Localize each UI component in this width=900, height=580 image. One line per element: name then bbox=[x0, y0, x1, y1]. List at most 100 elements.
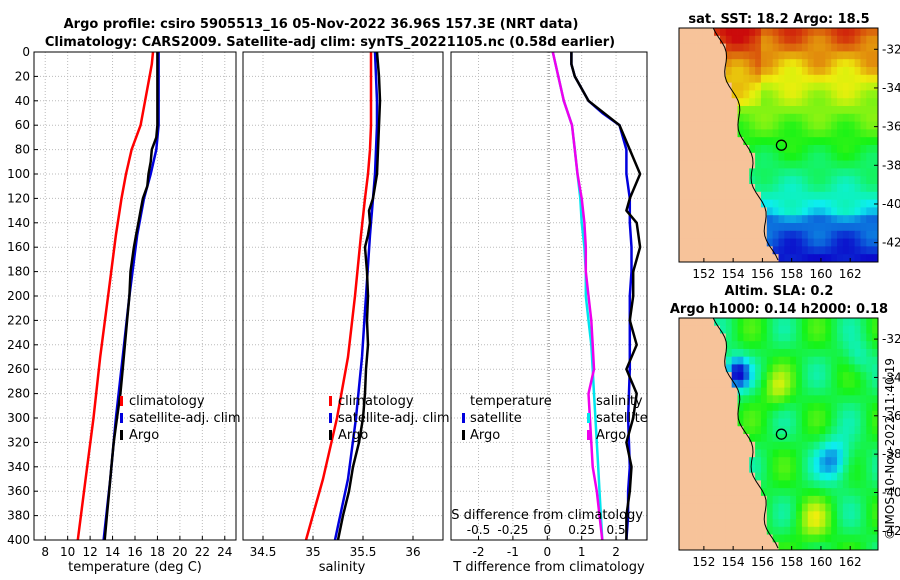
map-cell bbox=[866, 364, 873, 373]
map-cell bbox=[743, 207, 750, 216]
map-cell bbox=[813, 74, 820, 83]
map-cell bbox=[790, 372, 797, 381]
map-cell bbox=[737, 137, 744, 146]
map-cell bbox=[801, 137, 809, 146]
map-cell bbox=[679, 246, 686, 255]
map-cell bbox=[702, 51, 709, 60]
map-cell bbox=[796, 152, 803, 161]
s-tick-label: 0 bbox=[543, 523, 551, 537]
map-cell bbox=[702, 449, 709, 458]
map-cell bbox=[860, 519, 867, 528]
map-cell bbox=[719, 387, 727, 396]
map-cell bbox=[807, 113, 815, 122]
map-cell bbox=[743, 113, 750, 122]
map-cell bbox=[714, 74, 721, 83]
map-cell bbox=[807, 372, 815, 381]
x-tick-label: 34.5 bbox=[250, 545, 277, 559]
map-cell bbox=[784, 168, 791, 177]
map-cell bbox=[708, 74, 715, 83]
map-cell bbox=[807, 129, 815, 138]
map-cell bbox=[760, 341, 768, 350]
map-cell bbox=[737, 387, 744, 396]
map-cell bbox=[719, 519, 727, 528]
map-cell bbox=[766, 318, 774, 327]
map-cell bbox=[866, 333, 873, 342]
map-cell bbox=[872, 106, 879, 115]
map-cell bbox=[784, 503, 791, 512]
map-cell bbox=[755, 379, 762, 388]
map-cell bbox=[696, 379, 703, 388]
map-cell bbox=[772, 207, 779, 216]
map-cell bbox=[872, 449, 879, 458]
map-cell bbox=[796, 511, 803, 520]
map-cell bbox=[749, 379, 756, 388]
map-cell bbox=[854, 74, 861, 83]
map-cell bbox=[772, 254, 779, 263]
map-cell bbox=[772, 74, 779, 83]
map-cell bbox=[866, 254, 873, 263]
map-cell bbox=[702, 207, 709, 216]
map-cell bbox=[842, 35, 850, 44]
map-cell bbox=[796, 184, 803, 193]
map-cell bbox=[690, 129, 697, 138]
map-cell bbox=[684, 333, 692, 342]
map-cell bbox=[725, 449, 733, 458]
map-cell bbox=[801, 168, 809, 177]
map-cell bbox=[766, 457, 774, 466]
map-cell bbox=[854, 457, 861, 466]
map-cell bbox=[702, 176, 709, 185]
map-cell bbox=[772, 410, 779, 419]
map-cell bbox=[837, 348, 844, 358]
map-cell bbox=[755, 426, 762, 435]
map-cell bbox=[819, 230, 826, 239]
map-cell bbox=[737, 199, 744, 208]
map-cell bbox=[790, 254, 797, 263]
map-cell bbox=[842, 121, 850, 130]
map-cell bbox=[749, 74, 756, 83]
map-cell bbox=[784, 160, 791, 169]
map-cell bbox=[807, 59, 815, 68]
map-cell bbox=[737, 215, 744, 224]
map-cell bbox=[679, 511, 686, 520]
map-cell bbox=[790, 519, 797, 528]
map-cell bbox=[731, 51, 738, 60]
map-cell bbox=[679, 333, 686, 342]
map-cell bbox=[708, 51, 715, 60]
map-cell bbox=[684, 238, 692, 247]
map-cell bbox=[825, 526, 832, 535]
map-cell bbox=[796, 106, 803, 115]
map-cell bbox=[860, 113, 867, 122]
map-cell bbox=[866, 426, 873, 435]
map-cell bbox=[731, 457, 738, 466]
map-cell bbox=[778, 341, 785, 350]
map-cell bbox=[813, 106, 820, 115]
map-cell bbox=[813, 341, 820, 350]
map-cell bbox=[819, 379, 826, 388]
map-cell bbox=[708, 223, 715, 232]
map-cell bbox=[684, 372, 692, 381]
map-cell bbox=[772, 215, 779, 224]
map-cell bbox=[725, 318, 733, 327]
map-cell bbox=[719, 246, 727, 255]
map-cell bbox=[813, 318, 820, 327]
map-frame bbox=[678, 27, 879, 263]
map-cell bbox=[708, 480, 715, 489]
map-cell bbox=[807, 495, 815, 504]
legend-climatology: climatology bbox=[129, 394, 205, 409]
map-cell bbox=[825, 145, 832, 154]
map-cell bbox=[819, 254, 826, 263]
map-cell bbox=[837, 67, 844, 76]
map-cell bbox=[731, 441, 738, 450]
map-cell bbox=[854, 519, 861, 528]
map-cell bbox=[807, 160, 815, 169]
map-cell bbox=[702, 318, 709, 327]
map-cell bbox=[842, 526, 850, 535]
map-cell bbox=[719, 90, 727, 99]
map-cell bbox=[813, 98, 820, 107]
map-cell bbox=[772, 160, 779, 169]
map-cell bbox=[866, 526, 873, 535]
map-cell bbox=[801, 59, 809, 68]
map-cell bbox=[825, 35, 832, 44]
map-cell bbox=[825, 449, 832, 458]
y-tick-label: 320 bbox=[7, 435, 30, 449]
